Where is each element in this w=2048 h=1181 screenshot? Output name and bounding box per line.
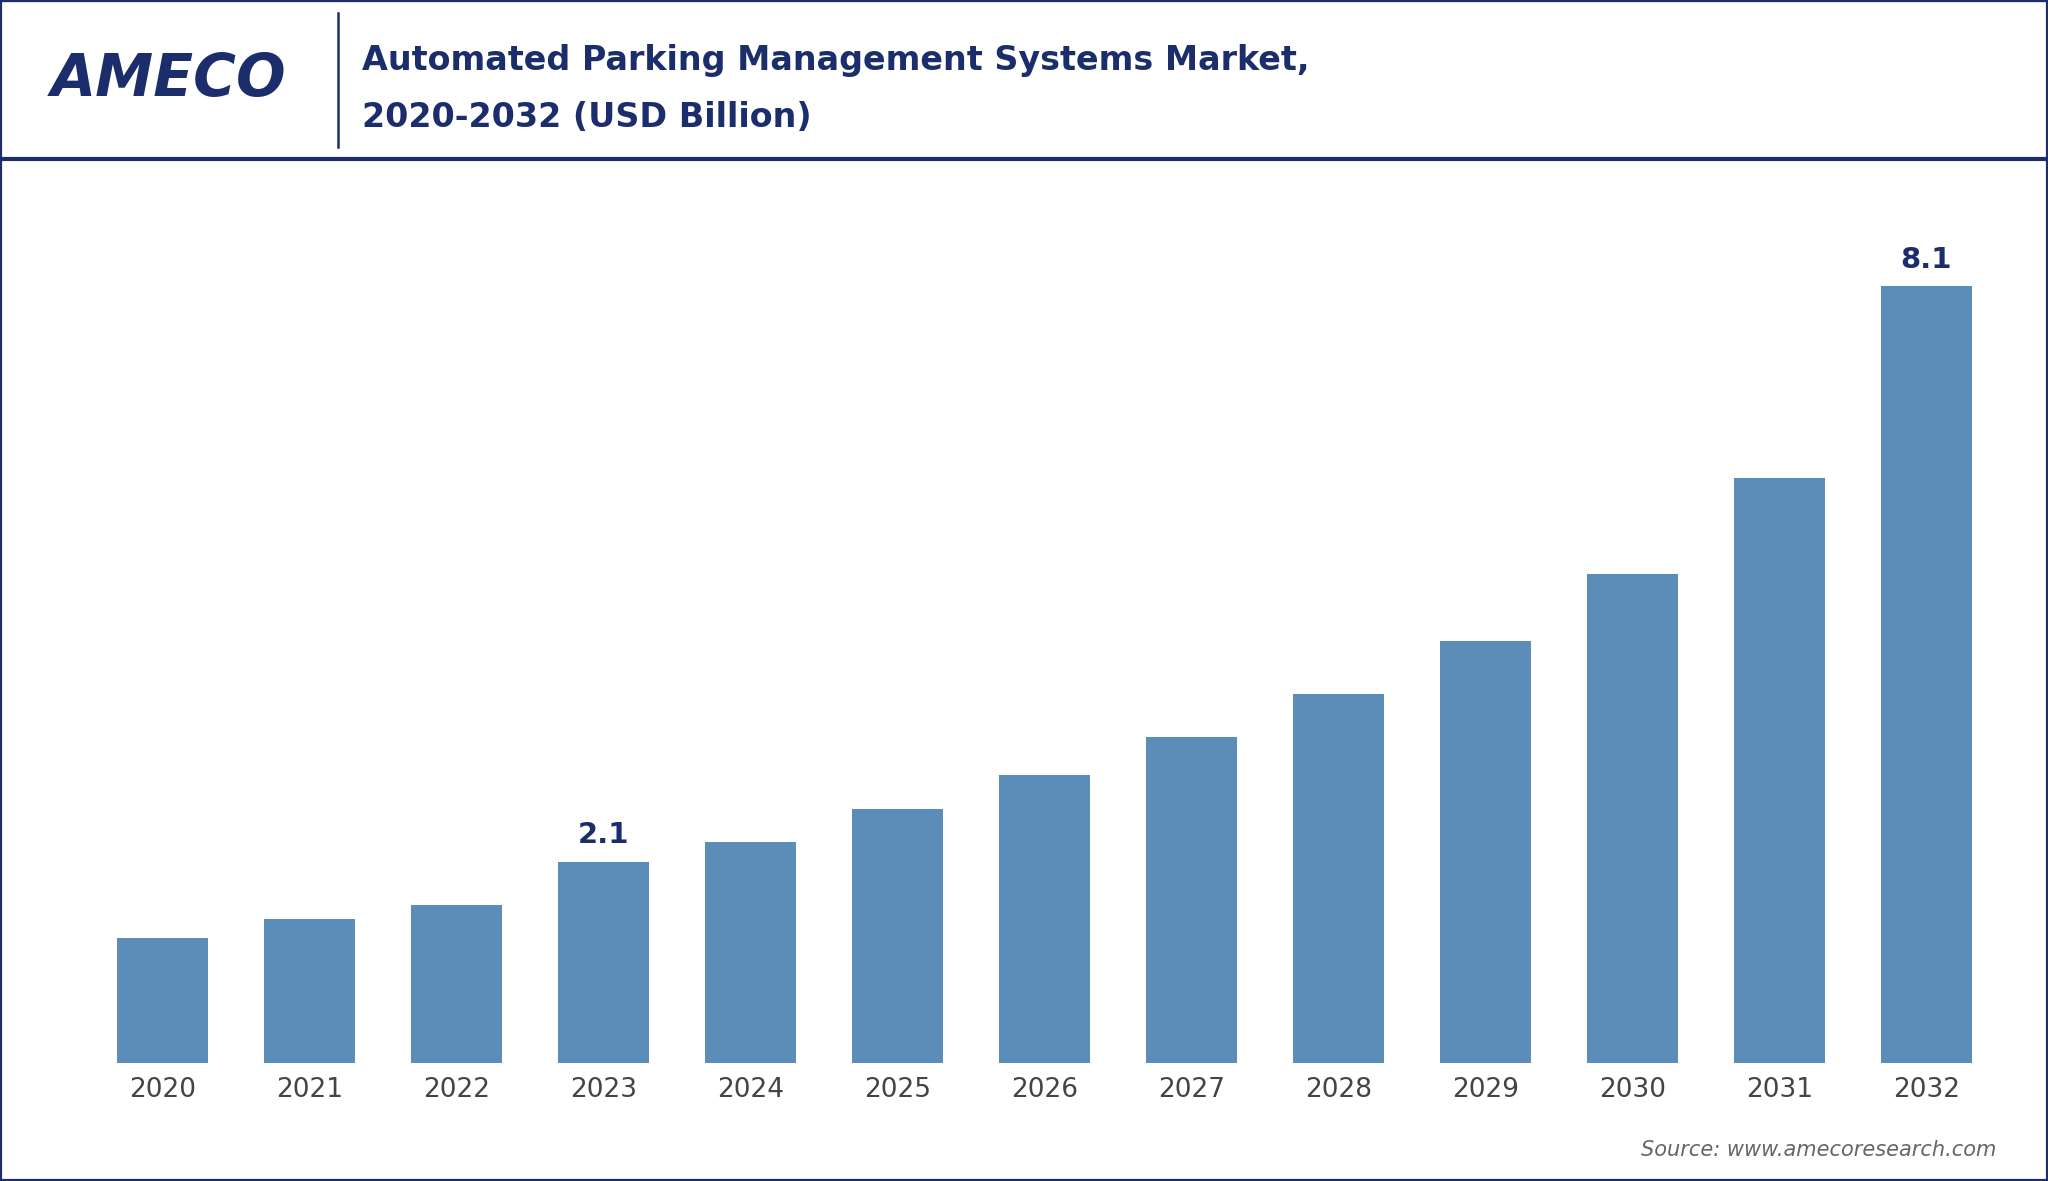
Bar [412, 905, 502, 1063]
Bar [1735, 478, 1825, 1063]
Text: Automated Parking Management Systems Market,: Automated Parking Management Systems Mar… [362, 44, 1311, 77]
Bar [264, 919, 354, 1063]
Bar [999, 775, 1090, 1063]
Bar [705, 842, 797, 1063]
Bar [852, 809, 942, 1063]
Bar [1587, 574, 1677, 1063]
Text: 8.1: 8.1 [1901, 246, 1952, 274]
Text: 2.1: 2.1 [578, 821, 629, 849]
Bar [1880, 286, 1972, 1063]
Bar [1292, 693, 1384, 1063]
Text: Source: www.amecoresearch.com: Source: www.amecoresearch.com [1640, 1140, 1997, 1160]
Bar [557, 861, 649, 1063]
Bar [1440, 641, 1532, 1063]
Text: 2020-2032 (USD Billion): 2020-2032 (USD Billion) [362, 102, 813, 135]
Text: AMECO: AMECO [51, 51, 287, 109]
Bar [117, 938, 209, 1063]
Bar [1147, 737, 1237, 1063]
